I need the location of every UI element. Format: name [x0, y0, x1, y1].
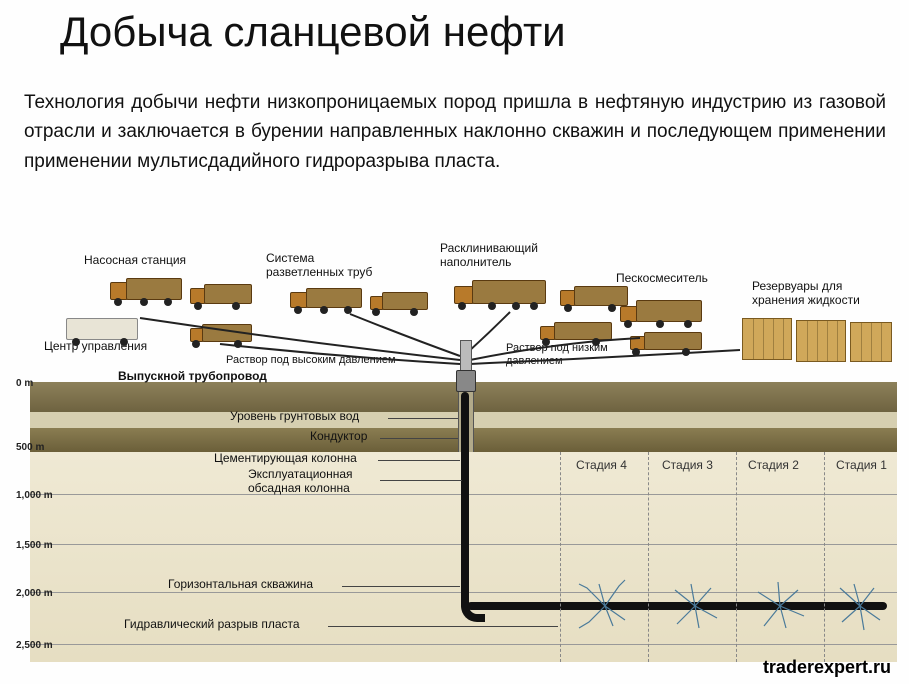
truck-row2-b [540, 318, 610, 344]
label-horizontal: Горизонтальная скважина [168, 578, 313, 592]
truck-manifold [290, 284, 360, 312]
depth-500: 500 m [16, 442, 44, 453]
wellhead [454, 340, 476, 392]
watermark: traderexpert.ru [763, 657, 891, 678]
gridline [30, 644, 897, 645]
tank-3 [850, 322, 892, 362]
label-hp: Раствор под высоким давлением [226, 354, 396, 367]
stage-divider [648, 452, 649, 662]
truck-blender [620, 296, 700, 326]
truck-row2-c [630, 328, 700, 354]
stage-1: Стадия 1 [836, 458, 887, 472]
label-blender: Пескосмеситель [616, 272, 708, 286]
diagram: 0 m 500 m 1,000 m 1,500 m 2,000 m 2,500 … [0, 242, 909, 672]
truck-proppant [454, 276, 544, 308]
leader [380, 480, 462, 481]
truck-manifold-2 [370, 290, 426, 314]
label-groundwater: Уровень грунтовых вод [230, 410, 359, 424]
stage-3: Стадия 3 [662, 458, 713, 472]
label-manifold: Система разветленных труб [266, 252, 372, 280]
leader [388, 418, 458, 419]
label-prod-casing: Эксплуатационная обсадная колонна [248, 468, 353, 496]
label-discharge: Выпускной трубопровод [118, 370, 267, 384]
depth-2500: 2,500 m [16, 640, 53, 651]
depth-1000: 1,000 m [16, 490, 53, 501]
truck-pump-2 [190, 282, 250, 308]
label-conductor: Кондуктор [310, 430, 367, 444]
label-proppant: Расклинивающий наполнитель [440, 242, 538, 270]
truck-pump [110, 274, 180, 304]
depth-2000: 2,000 m [16, 588, 53, 599]
leader [328, 626, 558, 627]
label-cement: Цементирующая колонна [214, 452, 357, 466]
label-lp: Раствор под низким давлением [506, 342, 608, 367]
stage-4: Стадия 4 [576, 458, 627, 472]
depth-0: 0 m [16, 378, 33, 389]
page: Добыча сланцевой нефти Технология добычи… [0, 0, 909, 684]
page-title: Добыча сланцевой нефти [60, 8, 566, 56]
stage-divider [736, 452, 737, 662]
leader [378, 460, 460, 461]
stage-divider [824, 452, 825, 662]
label-tanks: Резервуары для хранения жидкости [752, 280, 860, 308]
leader [380, 438, 458, 439]
truck-proppant-2 [560, 282, 626, 310]
tank-2 [796, 320, 846, 362]
van-control [66, 318, 136, 344]
description: Технология добычи нефти низкопроницаемых… [24, 88, 886, 176]
stage-2: Стадия 2 [748, 458, 799, 472]
tank-1 [742, 318, 792, 360]
truck-row2 [190, 322, 250, 346]
pipe-vertical [461, 392, 469, 610]
depth-1500: 1,500 m [16, 540, 53, 551]
label-pump: Насосная станция [84, 254, 186, 268]
stage-divider [560, 452, 561, 662]
leader [342, 586, 460, 587]
label-frac: Гидравлический разрыв пласта [124, 618, 300, 632]
